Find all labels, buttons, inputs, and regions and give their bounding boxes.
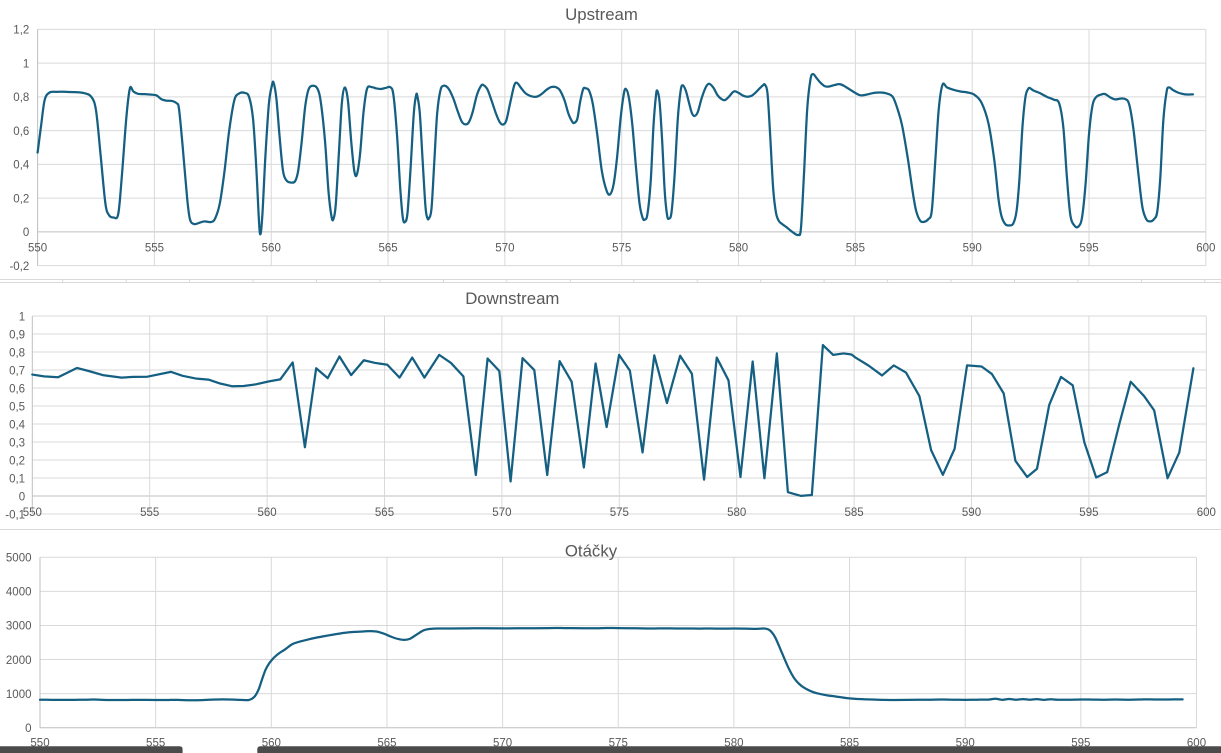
svg-text:565: 565 [378,243,397,255]
svg-text:590: 590 [962,507,981,519]
svg-text:560: 560 [262,243,281,255]
svg-text:580: 580 [727,507,746,519]
svg-text:0,6: 0,6 [13,126,29,138]
svg-text:-0,1: -0,1 [5,509,25,521]
svg-text:1000: 1000 [6,689,32,701]
svg-text:585: 585 [845,507,864,519]
svg-text:0,2: 0,2 [9,455,25,467]
svg-text:570: 570 [495,243,514,255]
svg-text:0,7: 0,7 [9,365,25,377]
svg-text:560: 560 [258,507,277,519]
svg-text:0,3: 0,3 [9,437,25,449]
svg-text:2000: 2000 [6,655,32,667]
svg-text:Downstream: Downstream [465,289,559,308]
svg-text:575: 575 [610,507,629,519]
svg-text:1: 1 [19,311,25,323]
svg-text:5000: 5000 [6,553,32,565]
svg-text:0: 0 [25,723,31,735]
svg-text:0: 0 [19,491,25,503]
svg-text:0,4: 0,4 [9,419,26,431]
svg-text:595: 595 [1079,507,1098,519]
svg-text:0,8: 0,8 [13,92,29,104]
svg-text:1: 1 [23,58,29,70]
svg-text:0,8: 0,8 [9,347,25,359]
svg-text:4000: 4000 [6,587,32,599]
svg-text:0,5: 0,5 [9,401,25,413]
svg-text:570: 570 [492,507,511,519]
svg-text:575: 575 [612,243,631,255]
svg-text:550: 550 [28,243,47,255]
svg-text:Upstream: Upstream [565,5,638,24]
svg-text:585: 585 [846,243,865,255]
svg-text:555: 555 [140,507,159,519]
svg-text:0: 0 [23,227,29,239]
svg-text:-0,2: -0,2 [9,261,29,273]
svg-text:0,6: 0,6 [9,383,25,395]
svg-text:0,4: 0,4 [13,160,30,172]
svg-text:565: 565 [375,507,394,519]
svg-text:0,1: 0,1 [9,473,25,485]
svg-text:0,2: 0,2 [13,193,29,205]
svg-text:595: 595 [1079,243,1098,255]
svg-text:3000: 3000 [6,621,32,633]
svg-text:550: 550 [23,507,42,519]
svg-text:600: 600 [1197,507,1216,519]
svg-text:1,2: 1,2 [13,25,29,37]
svg-text:0,9: 0,9 [9,329,25,341]
svg-text:590: 590 [963,243,982,255]
svg-text:Otáčky: Otáčky [565,541,618,560]
svg-text:555: 555 [145,243,164,255]
svg-text:580: 580 [729,243,748,255]
svg-text:600: 600 [1196,243,1215,255]
